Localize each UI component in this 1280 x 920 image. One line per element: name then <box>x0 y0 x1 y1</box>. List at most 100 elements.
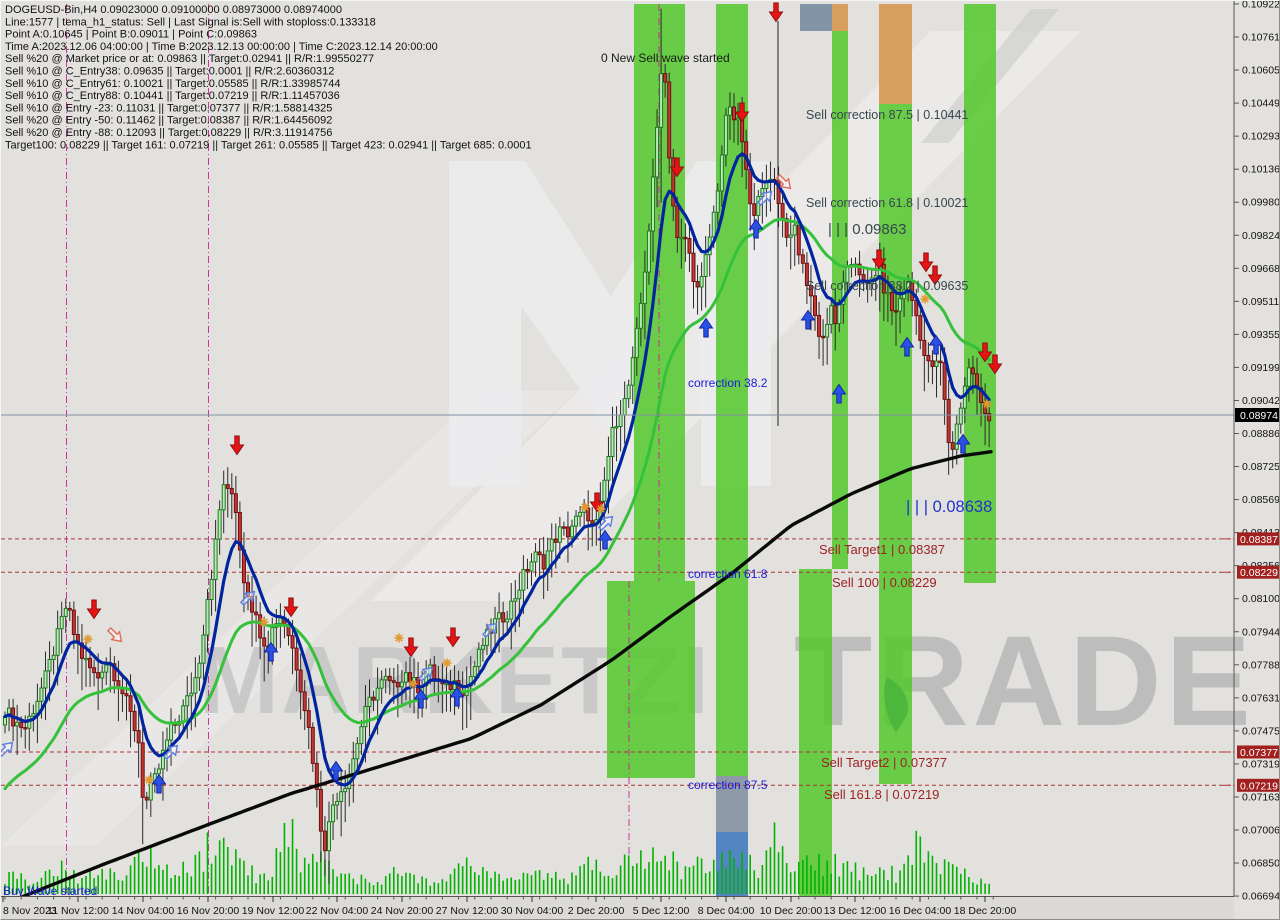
candle-body <box>39 687 44 702</box>
time-tick-label: 22 Nov 04:00 <box>306 905 369 917</box>
candle-body <box>497 612 502 620</box>
candle-body <box>84 657 88 661</box>
candle-body <box>529 561 534 572</box>
candle-body <box>651 176 655 232</box>
current-price-label: 0.08974 <box>1240 410 1278 422</box>
candle-body <box>136 730 141 744</box>
candle-body <box>578 511 583 517</box>
time-tick-label: 8 Nov 2023 <box>3 905 57 917</box>
buy-arrow-icon <box>698 317 714 338</box>
time-tick-label: 10 Dec 20:00 <box>760 905 823 917</box>
sell-arrow-icon <box>768 2 784 23</box>
time-tick-label: 24 Nov 20:00 <box>371 905 434 917</box>
price-tick-label: 0.06850 <box>1242 858 1280 870</box>
sell-arrow-icon <box>445 627 461 648</box>
candle-body <box>930 360 935 368</box>
hollow-up-arrow-icon <box>481 622 498 639</box>
candle-body <box>732 106 736 121</box>
candle-body <box>638 302 643 329</box>
candle-body <box>322 830 327 852</box>
candle-body <box>885 292 890 295</box>
price-axis[interactable]: 0.10922 0.10761 0.10605 0.10449 0.10293 0.101… <box>1223 1 1280 903</box>
candle-body <box>813 295 817 316</box>
candle-body <box>634 327 639 359</box>
candle-body <box>314 762 319 790</box>
candle-body <box>250 596 255 613</box>
info-line: Line:1577 | tema_h1_status: Sell | Last … <box>5 16 376 28</box>
sell-arrow-icon <box>229 435 245 456</box>
star-ray <box>581 503 589 511</box>
candle-body <box>966 367 971 387</box>
candle-body <box>19 721 24 729</box>
candle-body <box>298 669 303 693</box>
candle-body <box>691 252 696 283</box>
candle-body <box>432 664 437 680</box>
price-tick-label: 0.10136 <box>1242 164 1280 176</box>
candle-body <box>472 665 477 678</box>
candle-body <box>310 726 315 764</box>
candle-body <box>618 414 623 428</box>
price-tick-label: 0.10605 <box>1242 65 1280 77</box>
buy-arrow-icon <box>928 334 944 355</box>
candle-body <box>193 677 198 694</box>
candle-body <box>47 658 52 672</box>
annotation-label: correction 61.8 <box>688 567 768 581</box>
candle-body <box>351 758 356 775</box>
candle-body <box>950 442 955 450</box>
annotation-label: Sell correction 61.8 | 0.10021 <box>806 196 968 210</box>
candle-body <box>367 696 372 707</box>
candle-body <box>197 662 202 679</box>
price-tick-label: 0.09042 <box>1242 395 1280 407</box>
candle-body <box>335 800 340 806</box>
candle-body <box>327 821 331 852</box>
candle-body <box>359 726 364 745</box>
candle-body <box>574 515 579 527</box>
candle-body <box>565 526 570 538</box>
annotation-label: Sell correction 87.5 | 0.10441 <box>806 108 968 122</box>
time-tick-label: 13 Dec 12:00 <box>824 905 887 917</box>
sell-arrow-icon <box>871 249 887 270</box>
price-tick-label: 0.09824 <box>1242 230 1280 242</box>
time-tick-label: 14 Nov 04:00 <box>112 905 175 917</box>
annotation-label: | | | 0.09863 <box>828 221 906 238</box>
time-tick-label: 30 Nov 04:00 <box>501 905 564 917</box>
candle-body <box>233 493 238 513</box>
candle-body <box>67 607 72 611</box>
candle-body <box>302 691 307 712</box>
candle-body <box>371 696 376 701</box>
candle-body <box>185 695 190 707</box>
time-tick-label: 2 Dec 20:00 <box>568 905 625 917</box>
candle-body <box>711 211 716 238</box>
candle-body <box>403 672 408 683</box>
star-marker-icon <box>982 399 992 409</box>
candle-body <box>561 526 566 529</box>
time-tick-label: 16 Dec 04:00 <box>889 905 952 917</box>
candle-body <box>695 281 700 288</box>
candle-body <box>622 398 627 416</box>
chart-annotations: 0 New Sell wave started Sell correction 8… <box>3 51 992 898</box>
candle-body <box>736 117 741 121</box>
candle-body <box>946 398 951 444</box>
candle-body <box>748 168 753 205</box>
candle-body <box>343 787 348 793</box>
candle-body <box>104 664 109 673</box>
candle-body <box>719 154 724 192</box>
annotation-label: Sell Target1 | 0.08387 <box>819 542 945 557</box>
candle-body <box>213 538 218 580</box>
candle-body <box>541 554 546 570</box>
candle-body <box>331 804 336 823</box>
candle-body <box>225 484 230 489</box>
annotation-label: | | | 0.08638 <box>906 498 992 516</box>
candle-body <box>776 180 781 204</box>
candle-body <box>549 538 554 552</box>
candle-body <box>246 582 250 598</box>
info-line: DOGEUSD-Bin,H4 0.09023000 0.09100000 0.0… <box>5 4 342 16</box>
signal-band <box>964 4 996 583</box>
hollow-down-arrow-icon <box>775 173 792 190</box>
price-tick-label: 0.07475 <box>1242 725 1280 737</box>
buy-arrow-icon <box>597 529 613 550</box>
candle-body <box>383 675 388 681</box>
star-marker-icon <box>144 775 154 785</box>
